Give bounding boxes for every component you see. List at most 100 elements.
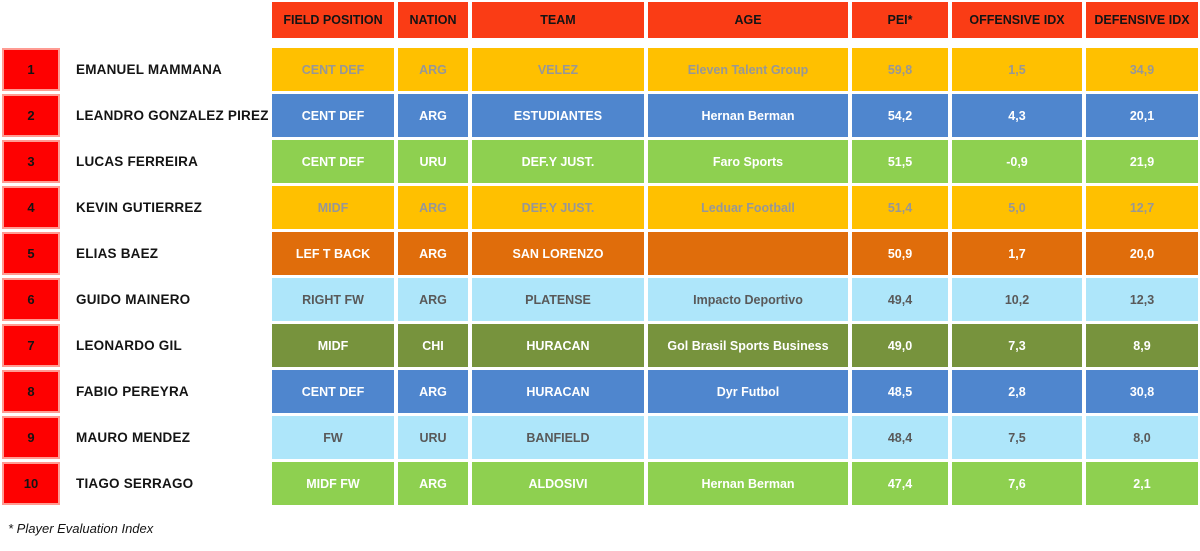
nation-cell: ARG bbox=[398, 48, 468, 91]
table-row: 1 EMANUEL MAMMANA CENT DEF ARG VELEZ Ele… bbox=[2, 48, 1198, 91]
table-row: 6 GUIDO MAINERO RIGHT FW ARG PLATENSE Im… bbox=[2, 278, 1198, 321]
rank-header-spacer bbox=[2, 2, 60, 38]
pei-cell: 54,2 bbox=[852, 94, 948, 137]
offensive-idx-cell: 10,2 bbox=[952, 278, 1082, 321]
field-position-cell: LEF T BACK bbox=[272, 232, 394, 275]
defensive-idx-cell: 20,0 bbox=[1086, 232, 1198, 275]
field-position-cell: MIDF bbox=[272, 324, 394, 367]
player-name: KEVIN GUTIERREZ bbox=[76, 200, 203, 215]
defensive-idx-cell: 8,0 bbox=[1086, 416, 1198, 459]
team-cell: DEF.Y JUST. bbox=[472, 140, 644, 183]
pei-cell: 59,8 bbox=[852, 48, 948, 91]
rank-badge: 5 bbox=[2, 232, 60, 275]
age-cell bbox=[648, 416, 848, 459]
team-cell: SAN LORENZO bbox=[472, 232, 644, 275]
age-cell: Hernan Berman bbox=[648, 94, 848, 137]
nation-cell: ARG bbox=[398, 186, 468, 229]
nation-cell: ARG bbox=[398, 462, 468, 505]
age-cell: Hernan Berman bbox=[648, 462, 848, 505]
defensive-idx-cell: 20,1 bbox=[1086, 94, 1198, 137]
age-cell: Gol Brasil Sports Business bbox=[648, 324, 848, 367]
rank-badge: 9 bbox=[2, 416, 60, 459]
player-name: FABIO PEREYRA bbox=[76, 384, 189, 399]
pei-cell: 48,4 bbox=[852, 416, 948, 459]
player-name: LEONARDO GIL bbox=[76, 338, 182, 353]
nation-cell: URU bbox=[398, 140, 468, 183]
defensive-idx-cell: 2,1 bbox=[1086, 462, 1198, 505]
column-header-defensive-idx: DEFENSIVE IDX bbox=[1086, 2, 1198, 38]
column-header-age: AGE bbox=[648, 2, 848, 38]
team-cell: ESTUDIANTES bbox=[472, 94, 644, 137]
defensive-idx-cell: 30,8 bbox=[1086, 370, 1198, 413]
age-cell bbox=[648, 232, 848, 275]
rank-badge: 6 bbox=[2, 278, 60, 321]
field-position-cell: CENT DEF bbox=[272, 94, 394, 137]
field-position-cell: RIGHT FW bbox=[272, 278, 394, 321]
team-cell: VELEZ bbox=[472, 48, 644, 91]
rank-badge: 7 bbox=[2, 324, 60, 367]
defensive-idx-cell: 34,9 bbox=[1086, 48, 1198, 91]
table-row: 7 LEONARDO GIL MIDF CHI HURACAN Gol Bras… bbox=[2, 324, 1198, 367]
offensive-idx-cell: -0,9 bbox=[952, 140, 1082, 183]
table-row: 5 ELIAS BAEZ LEF T BACK ARG SAN LORENZO … bbox=[2, 232, 1198, 275]
table-row: 3 LUCAS FERREIRA CENT DEF URU DEF.Y JUST… bbox=[2, 140, 1198, 183]
field-position-cell: MIDF bbox=[272, 186, 394, 229]
table-row: 8 FABIO PEREYRA CENT DEF ARG HURACAN Dyr… bbox=[2, 370, 1198, 413]
field-position-cell: CENT DEF bbox=[272, 140, 394, 183]
team-cell: DEF.Y JUST. bbox=[472, 186, 644, 229]
name-header-spacer bbox=[64, 2, 268, 38]
pei-cell: 51,4 bbox=[852, 186, 948, 229]
column-header-offensive-idx: OFFENSIVE IDX bbox=[952, 2, 1082, 38]
table-row: 10 TIAGO SERRAGO MIDF FW ARG ALDOSIVI He… bbox=[2, 462, 1198, 505]
table-row: 4 KEVIN GUTIERREZ MIDF ARG DEF.Y JUST. L… bbox=[2, 186, 1198, 229]
player-name: ELIAS BAEZ bbox=[76, 246, 159, 261]
column-header-team: TEAM bbox=[472, 2, 644, 38]
offensive-idx-cell: 2,8 bbox=[952, 370, 1082, 413]
player-name: TIAGO SERRAGO bbox=[76, 476, 194, 491]
pei-cell: 49,4 bbox=[852, 278, 948, 321]
pei-footnote: * Player Evaluation Index bbox=[8, 521, 154, 536]
pei-cell: 50,9 bbox=[852, 232, 948, 275]
field-position-cell: FW bbox=[272, 416, 394, 459]
player-name: GUIDO MAINERO bbox=[76, 292, 191, 307]
rank-badge: 2 bbox=[2, 94, 60, 137]
player-name: LUCAS FERREIRA bbox=[76, 154, 199, 169]
nation-cell: ARG bbox=[398, 232, 468, 275]
age-cell: Leduar Football bbox=[648, 186, 848, 229]
age-cell: Dyr Futbol bbox=[648, 370, 848, 413]
team-cell: BANFIELD bbox=[472, 416, 644, 459]
table-row: 9 MAURO MENDEZ FW URU BANFIELD 48,4 7,5 … bbox=[2, 416, 1198, 459]
nation-cell: ARG bbox=[398, 278, 468, 321]
offensive-idx-cell: 1,7 bbox=[952, 232, 1082, 275]
team-cell: HURACAN bbox=[472, 370, 644, 413]
pei-cell: 49,0 bbox=[852, 324, 948, 367]
nation-cell: ARG bbox=[398, 94, 468, 137]
pei-cell: 48,5 bbox=[852, 370, 948, 413]
age-cell: Impacto Deportivo bbox=[648, 278, 848, 321]
nation-cell: ARG bbox=[398, 370, 468, 413]
field-position-cell: CENT DEF bbox=[272, 370, 394, 413]
pei-cell: 47,4 bbox=[852, 462, 948, 505]
offensive-idx-cell: 4,3 bbox=[952, 94, 1082, 137]
rank-badge: 1 bbox=[2, 48, 60, 91]
offensive-idx-cell: 7,6 bbox=[952, 462, 1082, 505]
column-header-nation: NATION bbox=[398, 2, 468, 38]
player-name: EMANUEL MAMMANA bbox=[76, 62, 222, 77]
nation-cell: URU bbox=[398, 416, 468, 459]
column-header-pei: PEI* bbox=[852, 2, 948, 38]
defensive-idx-cell: 12,3 bbox=[1086, 278, 1198, 321]
offensive-idx-cell: 7,3 bbox=[952, 324, 1082, 367]
defensive-idx-cell: 8,9 bbox=[1086, 324, 1198, 367]
rank-badge: 3 bbox=[2, 140, 60, 183]
table-row: 2 LEANDRO GONZALEZ PIREZ CENT DEF ARG ES… bbox=[2, 94, 1198, 137]
field-position-cell: MIDF FW bbox=[272, 462, 394, 505]
player-name: LEANDRO GONZALEZ PIREZ bbox=[76, 108, 268, 123]
table-header-row: FIELD POSITION NATION TEAM AGE PEI* OFFE… bbox=[2, 2, 1198, 38]
offensive-idx-cell: 1,5 bbox=[952, 48, 1082, 91]
offensive-idx-cell: 5,0 bbox=[952, 186, 1082, 229]
team-cell: ALDOSIVI bbox=[472, 462, 644, 505]
pei-cell: 51,5 bbox=[852, 140, 948, 183]
player-name: MAURO MENDEZ bbox=[76, 430, 191, 445]
defensive-idx-cell: 21,9 bbox=[1086, 140, 1198, 183]
